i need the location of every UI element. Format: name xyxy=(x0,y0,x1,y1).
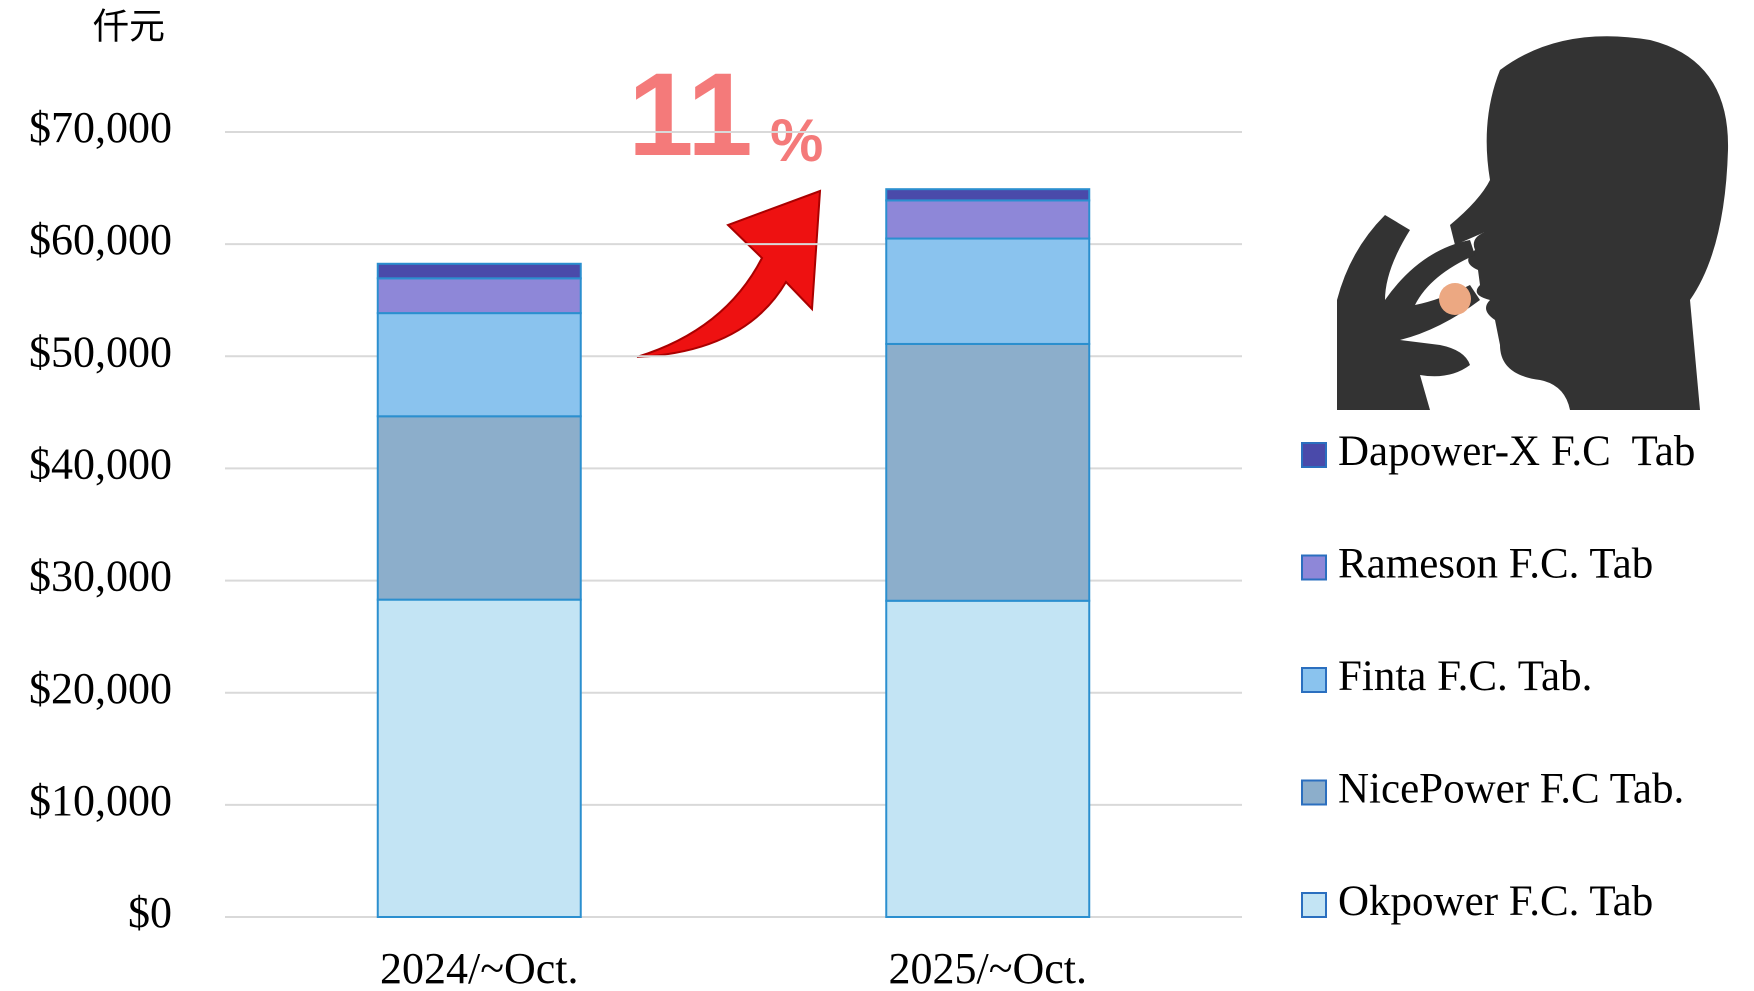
legend-label: Dapower-X F.C Tab xyxy=(1338,428,1695,475)
annotation: 11 xyxy=(628,49,753,181)
bar-segment xyxy=(376,415,582,601)
y-tick-label: $50,000 xyxy=(29,327,172,376)
bar-segment xyxy=(885,188,1091,202)
y-tick-label: $40,000 xyxy=(29,440,172,489)
bar-segment xyxy=(376,277,582,315)
bar-segment xyxy=(376,262,582,280)
bar-segment xyxy=(885,199,1091,240)
y-tick-label: $30,000 xyxy=(29,552,172,601)
bar-segment xyxy=(376,312,582,418)
y-tick-label: $20,000 xyxy=(29,664,172,713)
bar-segment xyxy=(885,342,1091,602)
y-tick-label: $70,000 xyxy=(29,103,172,152)
legend-swatch xyxy=(1301,779,1327,806)
legend-swatch xyxy=(1301,554,1327,581)
y-tick-label: $60,000 xyxy=(29,215,172,264)
legend-label: Rameson F.C. Tab xyxy=(1338,540,1653,587)
bar-segment xyxy=(885,237,1091,345)
x-tick-label: 2024/~Oct. xyxy=(380,944,579,991)
legend-swatch xyxy=(1301,892,1327,918)
growth-arrow xyxy=(636,189,822,358)
legend-label: Okpower F.C. Tab xyxy=(1338,878,1653,925)
person-icon xyxy=(1337,36,1729,410)
y-tick-label: $10,000 xyxy=(29,776,172,825)
x-tick-label: 2025/~Oct. xyxy=(888,944,1087,991)
legend-swatch xyxy=(1301,442,1327,468)
annotation-suffix: % xyxy=(770,107,823,174)
legend-label: Finta F.C. Tab. xyxy=(1338,653,1592,700)
legend-swatch xyxy=(1301,667,1327,693)
bar-segment xyxy=(376,598,582,919)
y-tick-label: $0 xyxy=(128,888,172,937)
unit-label: 仟元 xyxy=(93,6,165,46)
bar-segment xyxy=(885,599,1091,918)
legend-label: NicePower F.C Tab. xyxy=(1338,765,1684,812)
